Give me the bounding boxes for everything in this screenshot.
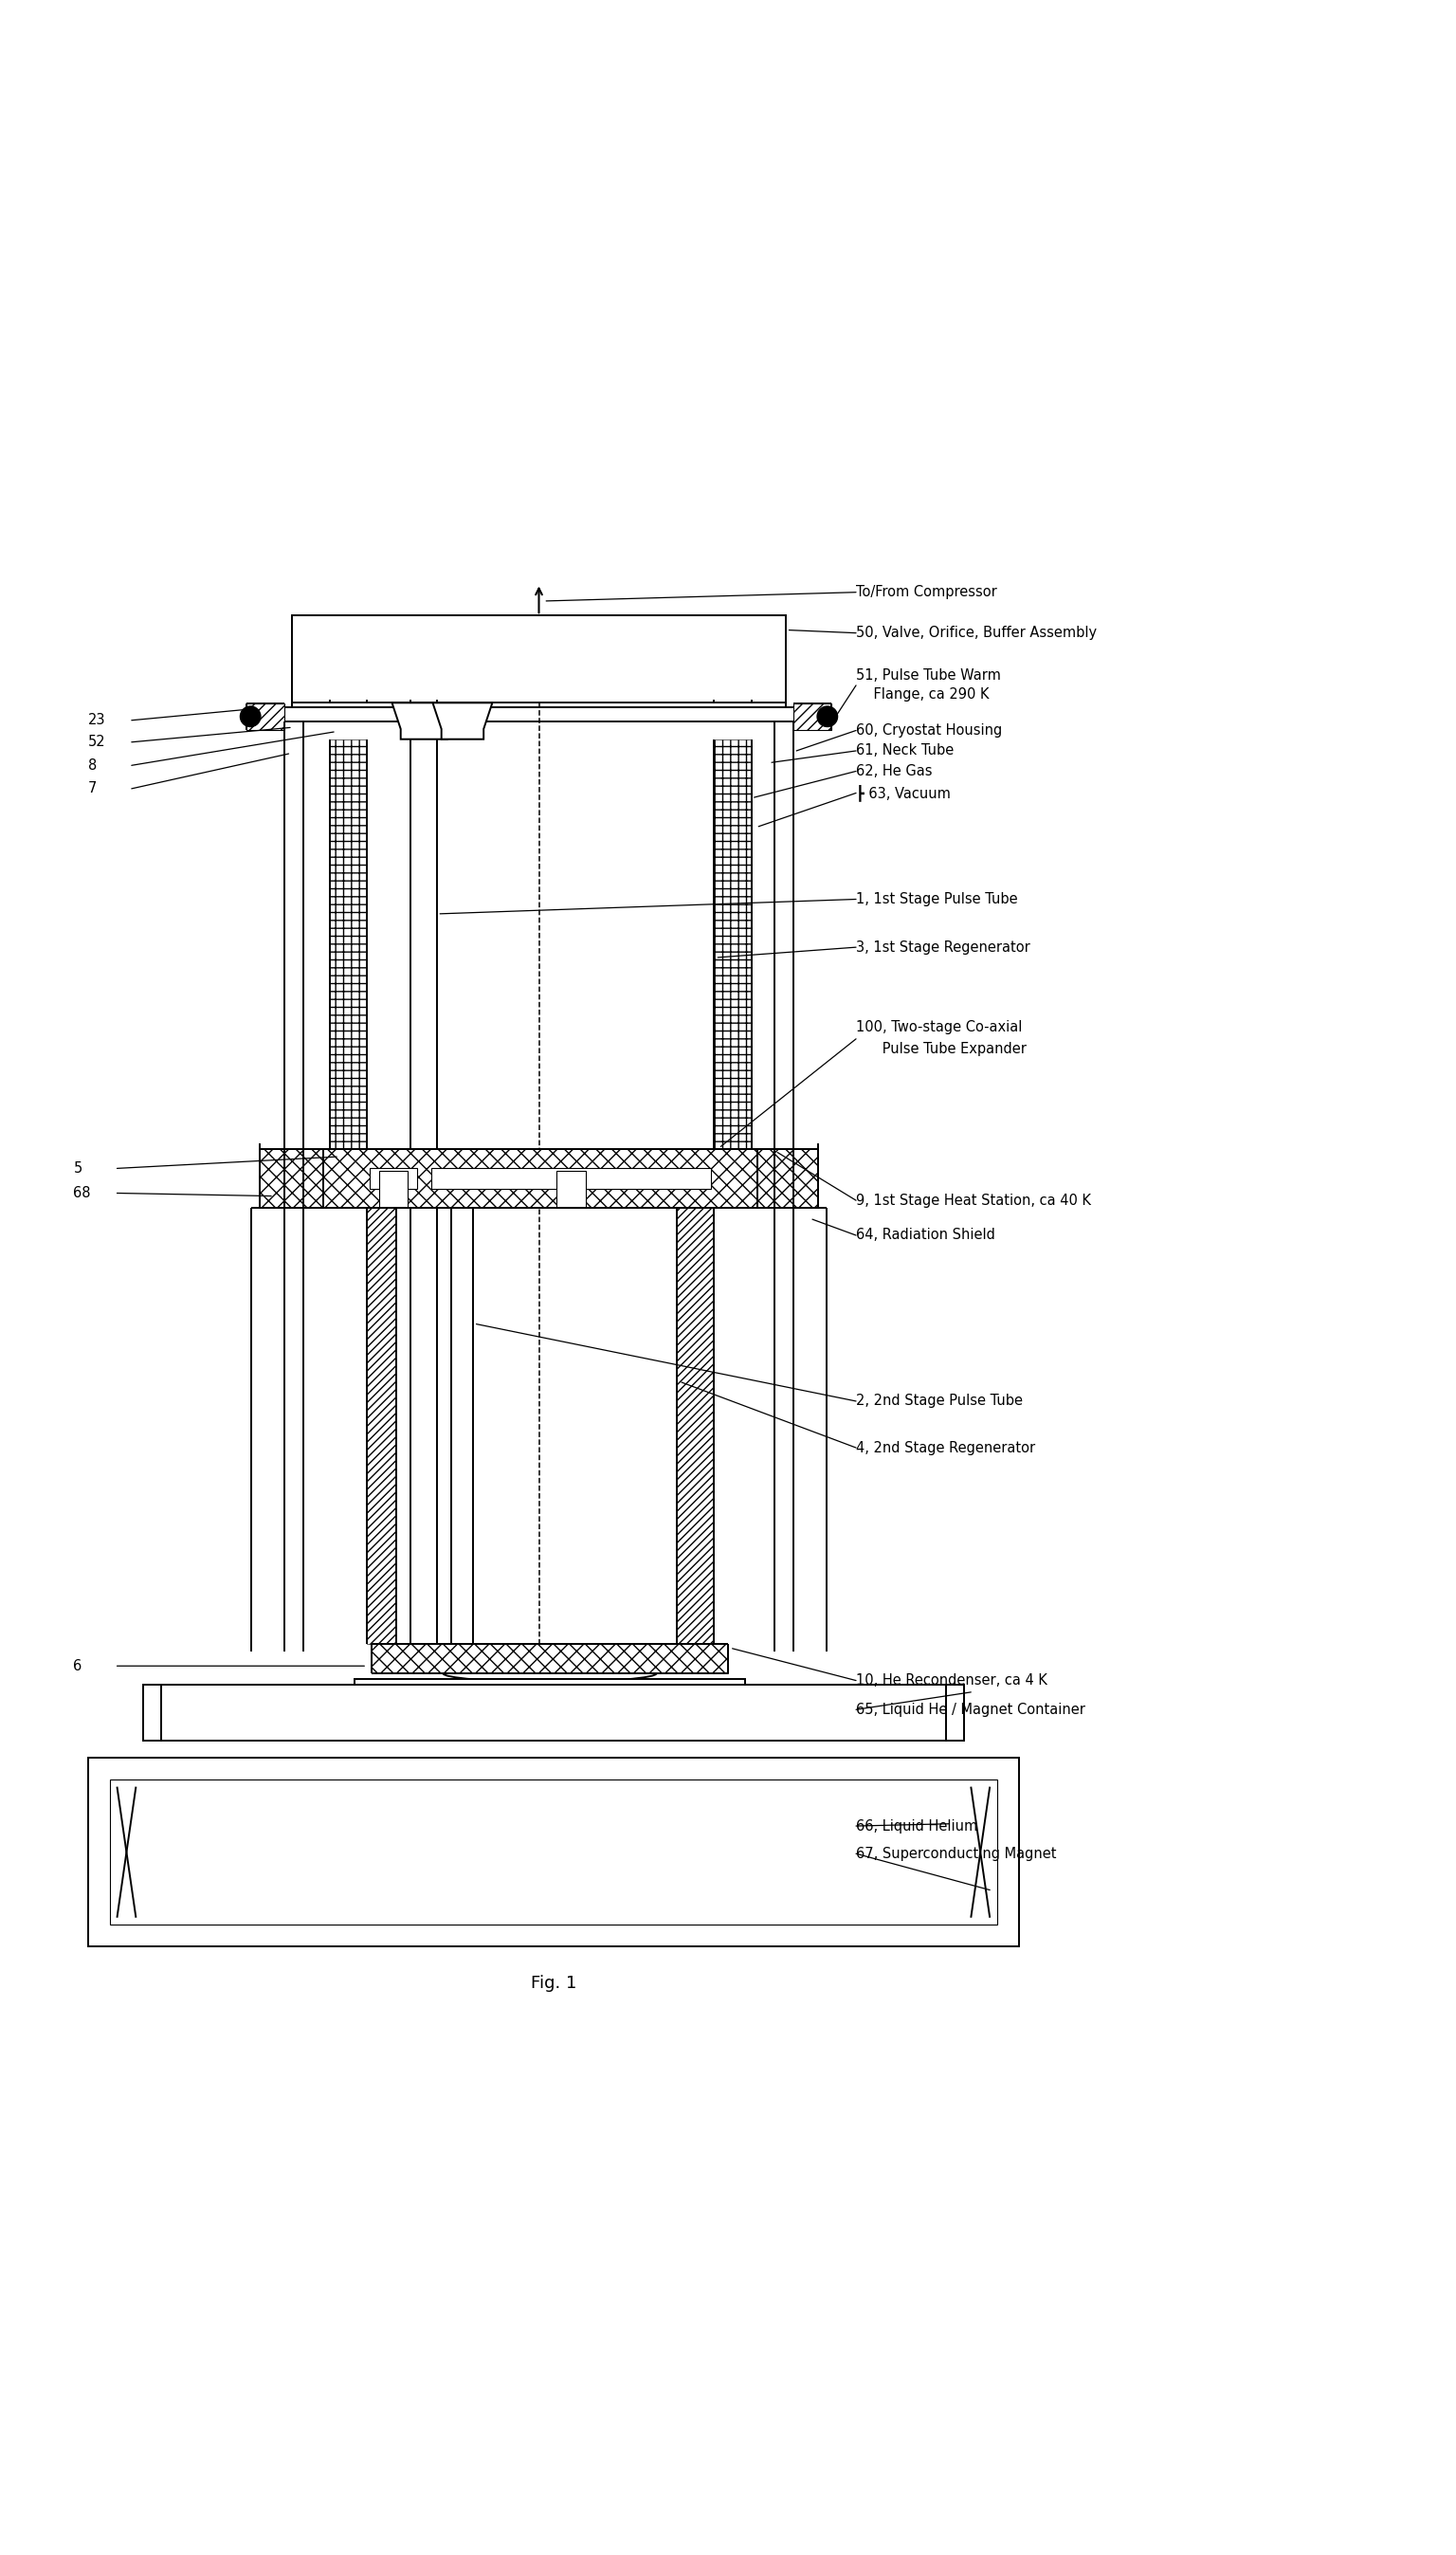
Text: 65, Liquid He / Magnet Container: 65, Liquid He / Magnet Container — [856, 1702, 1085, 1717]
Bar — [109, 1778, 997, 1924]
Text: 5: 5 — [73, 1163, 82, 1175]
Polygon shape — [392, 703, 456, 738]
Polygon shape — [432, 703, 492, 738]
Bar — [246, 703, 284, 731]
Text: 8: 8 — [87, 759, 96, 772]
Text: 10, He Recondenser, ca 4 K: 10, He Recondenser, ca 4 K — [856, 1674, 1047, 1689]
Text: 100, Two-stage Co-axial: 100, Two-stage Co-axial — [856, 1019, 1022, 1035]
Text: 6: 6 — [73, 1658, 82, 1674]
Text: 2, 2nd Stage Pulse Tube: 2, 2nd Stage Pulse Tube — [856, 1395, 1024, 1408]
Text: Fig. 1: Fig. 1 — [530, 1975, 577, 1993]
Text: 4, 2nd Stage Regenerator: 4, 2nd Stage Regenerator — [856, 1441, 1035, 1454]
Text: 50, Valve, Orifice, Buffer Assembly: 50, Valve, Orifice, Buffer Assembly — [856, 626, 1096, 641]
Bar — [794, 703, 831, 731]
Polygon shape — [392, 703, 456, 738]
Bar — [677, 1209, 713, 1643]
Text: 3, 1st Stage Regenerator: 3, 1st Stage Regenerator — [856, 940, 1031, 956]
Bar — [431, 1168, 711, 1188]
Text: 23: 23 — [87, 713, 105, 728]
Bar — [143, 1684, 964, 1740]
Bar — [291, 616, 786, 703]
Text: 52: 52 — [87, 736, 106, 749]
Bar — [87, 1758, 1019, 1947]
Text: 62, He Gas: 62, He Gas — [856, 764, 932, 779]
Bar — [329, 738, 367, 1150]
Polygon shape — [432, 703, 492, 738]
Bar — [354, 1679, 745, 1689]
Circle shape — [817, 705, 837, 726]
Text: 68: 68 — [73, 1186, 90, 1201]
Text: To/From Compressor: To/From Compressor — [856, 585, 997, 600]
Text: 61, Neck Tube: 61, Neck Tube — [856, 744, 954, 759]
Text: 67, Superconducting Magnet: 67, Superconducting Magnet — [856, 1847, 1057, 1860]
Bar — [713, 738, 751, 1150]
Text: 9, 1st Stage Heat Station, ca 40 K: 9, 1st Stage Heat Station, ca 40 K — [856, 1193, 1091, 1209]
Bar — [367, 1209, 396, 1643]
Text: ┣ 63, Vacuum: ┣ 63, Vacuum — [856, 784, 951, 802]
Text: 7: 7 — [87, 782, 98, 795]
Bar — [556, 1170, 585, 1209]
Bar — [379, 1170, 408, 1209]
Bar — [371, 1643, 728, 1674]
Bar — [259, 1150, 818, 1209]
Text: 51, Pulse Tube Warm: 51, Pulse Tube Warm — [856, 667, 1000, 682]
Text: 1, 1st Stage Pulse Tube: 1, 1st Stage Pulse Tube — [856, 892, 1018, 907]
Text: 64, Radiation Shield: 64, Radiation Shield — [856, 1229, 996, 1242]
Text: 60, Cryostat Housing: 60, Cryostat Housing — [856, 723, 1002, 738]
Circle shape — [240, 705, 261, 726]
Text: Pulse Tube Expander: Pulse Tube Expander — [856, 1042, 1026, 1055]
Text: Flange, ca 290 K: Flange, ca 290 K — [856, 687, 989, 700]
Text: 66, Liquid Helium: 66, Liquid Helium — [856, 1819, 977, 1832]
Bar — [370, 1168, 416, 1188]
